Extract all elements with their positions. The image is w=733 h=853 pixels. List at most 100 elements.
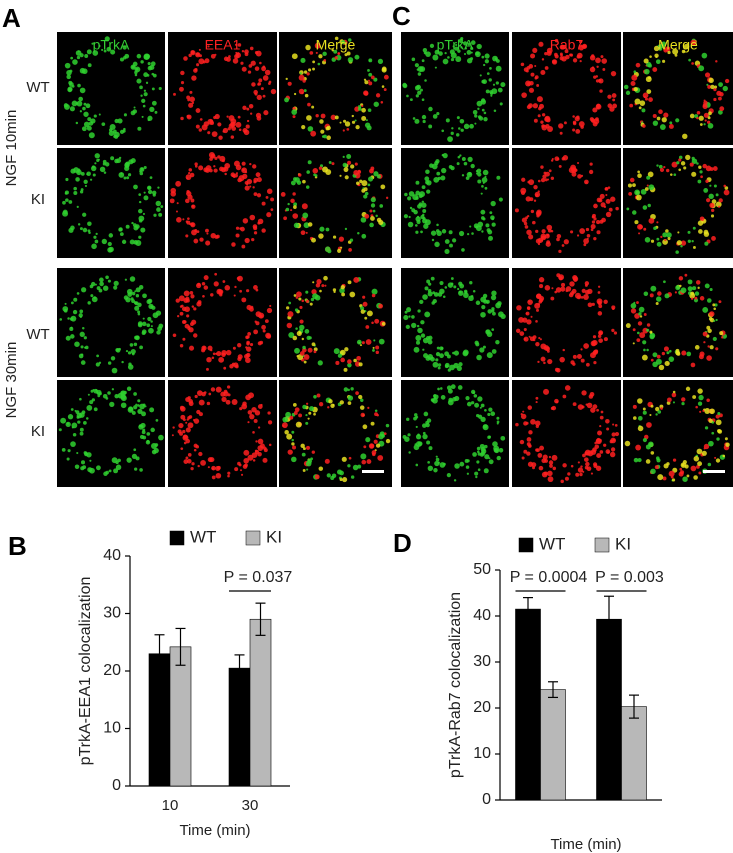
- speckle: [234, 43, 238, 46]
- speckle: [597, 311, 603, 316]
- speckle: [373, 171, 379, 177]
- speckle: [536, 308, 539, 312]
- speckle: [571, 171, 577, 177]
- speckle: [540, 165, 544, 169]
- speckle: [214, 272, 218, 276]
- speckle: [87, 63, 92, 68]
- speckle: [468, 295, 474, 302]
- speckle: [491, 328, 495, 331]
- speckle: [649, 413, 652, 417]
- speckle: [450, 57, 455, 62]
- panel-letter: D: [393, 528, 412, 558]
- speckle: [699, 410, 702, 413]
- speckle: [477, 107, 480, 111]
- speckle: [179, 311, 184, 316]
- speckle: [690, 291, 695, 296]
- speckle: [476, 168, 482, 174]
- speckle: [591, 339, 598, 346]
- speckle: [650, 358, 654, 362]
- speckle: [669, 349, 672, 353]
- speckle: [121, 360, 124, 364]
- speckle: [142, 293, 147, 299]
- speckle: [291, 456, 297, 463]
- speckle: [80, 460, 86, 465]
- legend-swatch: [594, 537, 610, 553]
- speckle: [293, 205, 297, 209]
- speckle: [302, 447, 306, 451]
- speckle: [347, 280, 352, 285]
- speckle: [194, 394, 198, 399]
- speckle: [584, 283, 588, 287]
- speckle: [425, 51, 431, 58]
- speckle: [189, 90, 193, 94]
- speckle: [371, 293, 376, 298]
- speckle: [657, 291, 662, 296]
- speckle: [150, 320, 153, 323]
- speckle: [79, 227, 83, 231]
- speckle: [480, 446, 486, 452]
- speckle: [194, 67, 198, 72]
- speckle: [430, 276, 435, 281]
- speckle: [531, 462, 537, 468]
- speckle: [558, 249, 562, 254]
- speckle: [595, 57, 601, 64]
- speckle: [190, 294, 195, 299]
- speckle: [246, 119, 250, 123]
- speckle: [648, 441, 654, 448]
- speckle: [470, 51, 473, 54]
- speckle: [137, 302, 142, 308]
- speckle: [635, 62, 641, 68]
- speckle: [520, 62, 525, 67]
- speckle: [598, 331, 603, 336]
- speckle: [98, 113, 101, 116]
- speckle: [650, 451, 655, 455]
- speckle: [458, 290, 462, 294]
- speckle: [380, 101, 384, 104]
- speckle: [363, 91, 369, 96]
- speckle: [697, 286, 700, 289]
- speckle: [439, 353, 444, 359]
- speckle: [261, 324, 266, 330]
- speckle: [180, 81, 185, 85]
- speckle: [576, 354, 582, 360]
- speckle: [344, 121, 351, 127]
- speckle: [286, 306, 290, 310]
- speckle: [476, 446, 481, 451]
- speckle: [698, 165, 702, 169]
- speckle: [110, 156, 115, 161]
- speckle: [324, 284, 327, 287]
- speckle: [223, 166, 229, 172]
- speckle: [67, 87, 73, 93]
- speckle: [411, 322, 417, 329]
- speckle: [432, 394, 435, 398]
- speckle: [407, 221, 414, 228]
- speckle: [693, 246, 696, 249]
- speckle: [240, 61, 244, 65]
- bar: [228, 667, 251, 787]
- speckle: [432, 298, 437, 304]
- speckle: [266, 212, 272, 218]
- speckle: [214, 113, 220, 120]
- speckle: [245, 394, 252, 401]
- speckle: [559, 131, 563, 135]
- speckle: [653, 45, 660, 52]
- speckle: [334, 36, 339, 41]
- speckle: [601, 58, 608, 64]
- speckle: [107, 391, 111, 395]
- speckle: [257, 404, 263, 409]
- speckle: [291, 442, 295, 446]
- speckle: [489, 67, 492, 70]
- bar: [515, 608, 541, 801]
- speckle: [233, 294, 236, 297]
- speckle: [185, 198, 190, 204]
- speckle: [586, 362, 590, 367]
- speckle: [311, 450, 316, 454]
- speckle: [480, 416, 486, 423]
- speckle: [361, 233, 367, 239]
- speckle: [376, 413, 380, 417]
- speckle: [477, 179, 482, 184]
- speckle: [577, 162, 580, 165]
- speckle: [292, 115, 296, 119]
- speckle: [707, 328, 712, 334]
- speckle: [663, 165, 666, 169]
